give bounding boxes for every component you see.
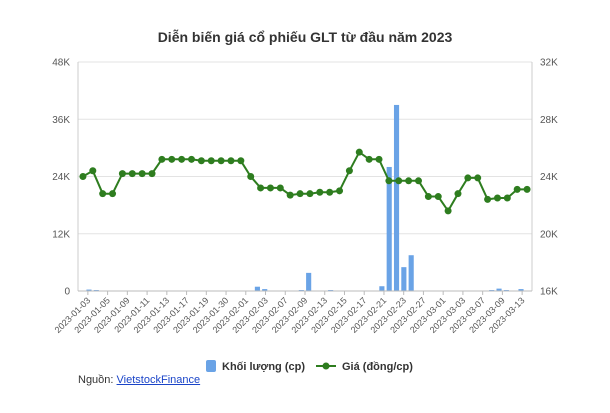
price-point — [296, 190, 304, 198]
source-link[interactable]: VietstockFinance — [116, 374, 201, 386]
right-axis-tick: 16K — [540, 287, 558, 298]
price-point — [188, 155, 195, 163]
price-point — [89, 167, 97, 175]
price-point — [148, 170, 156, 178]
right-axis-tick: 20K — [540, 229, 558, 240]
price-point — [197, 157, 205, 165]
price-point — [276, 184, 284, 192]
right-axis-tick: 28K — [540, 115, 558, 126]
volume-bar — [386, 166, 392, 291]
price-line-path — [82, 150, 528, 213]
volume-bar — [306, 272, 312, 291]
volume-bars — [86, 104, 524, 291]
volume-bar — [408, 255, 414, 291]
price-point — [434, 193, 442, 201]
price-point — [336, 187, 344, 195]
price-point — [168, 155, 176, 163]
legend-volume-label: Khối lượng (cp) — [222, 361, 305, 373]
volume-bar — [401, 267, 407, 291]
legend-price-marker — [322, 362, 330, 370]
right-axis-tick: 24K — [540, 172, 558, 183]
price-point — [118, 170, 126, 178]
price-point — [266, 184, 274, 192]
price-point — [424, 193, 432, 201]
price-point — [493, 194, 501, 202]
price-point — [355, 148, 363, 156]
price-point — [227, 157, 235, 165]
price-point — [444, 207, 452, 215]
left-axis-tick: 36K — [52, 115, 70, 126]
left-axis-tick: 0 — [64, 287, 70, 298]
price-line — [79, 148, 531, 215]
price-point — [257, 184, 265, 192]
price-point — [306, 190, 314, 198]
price-point — [415, 177, 422, 185]
price-point — [345, 167, 353, 175]
price-point — [474, 174, 482, 182]
price-point — [99, 190, 107, 198]
gridlines — [78, 61, 532, 292]
price-point — [326, 188, 334, 196]
price-point — [464, 174, 472, 182]
legend: Khối lượng (cp) Giá (đồng/cp) — [206, 360, 413, 373]
source-note: Nguồn: VietstockFinance — [78, 374, 200, 386]
price-point — [523, 185, 531, 193]
price-point — [286, 191, 294, 199]
volume-bar — [379, 286, 385, 291]
price-point — [316, 188, 324, 196]
volume-bar — [262, 289, 268, 291]
left-axis-tick: 12K — [52, 229, 70, 240]
price-point — [217, 157, 225, 165]
volume-bar — [518, 289, 524, 291]
chart-title: Diễn biến giá cổ phiếu GLT từ đầu năm 20… — [158, 29, 453, 45]
price-point — [247, 173, 255, 180]
price-point — [503, 194, 511, 202]
price-point — [237, 157, 245, 165]
volume-bar — [86, 289, 92, 291]
legend-volume-swatch — [206, 360, 216, 372]
price-point — [405, 177, 413, 185]
right-axis-tick: 32K — [540, 58, 558, 69]
source-label: Nguồn: — [78, 374, 114, 386]
legend-price-label: Giá (đồng/cp) — [342, 361, 413, 373]
volume-bar — [496, 288, 502, 291]
price-point — [128, 170, 136, 178]
price-point — [395, 177, 403, 185]
left-axis-tick: 24K — [52, 172, 70, 183]
price-point — [207, 157, 215, 165]
price-point — [375, 155, 383, 163]
price-point — [454, 190, 462, 198]
price-point — [138, 170, 146, 178]
price-point — [365, 155, 373, 163]
price-point — [79, 173, 87, 180]
price-point — [158, 155, 166, 163]
price-point — [484, 195, 492, 203]
price-point — [178, 155, 186, 163]
left-axis-tick: 48K — [52, 58, 70, 69]
price-point — [385, 177, 393, 185]
price-point — [109, 190, 117, 198]
volume-bar — [254, 286, 260, 291]
volume-bar — [393, 104, 400, 291]
price-point — [513, 185, 521, 193]
